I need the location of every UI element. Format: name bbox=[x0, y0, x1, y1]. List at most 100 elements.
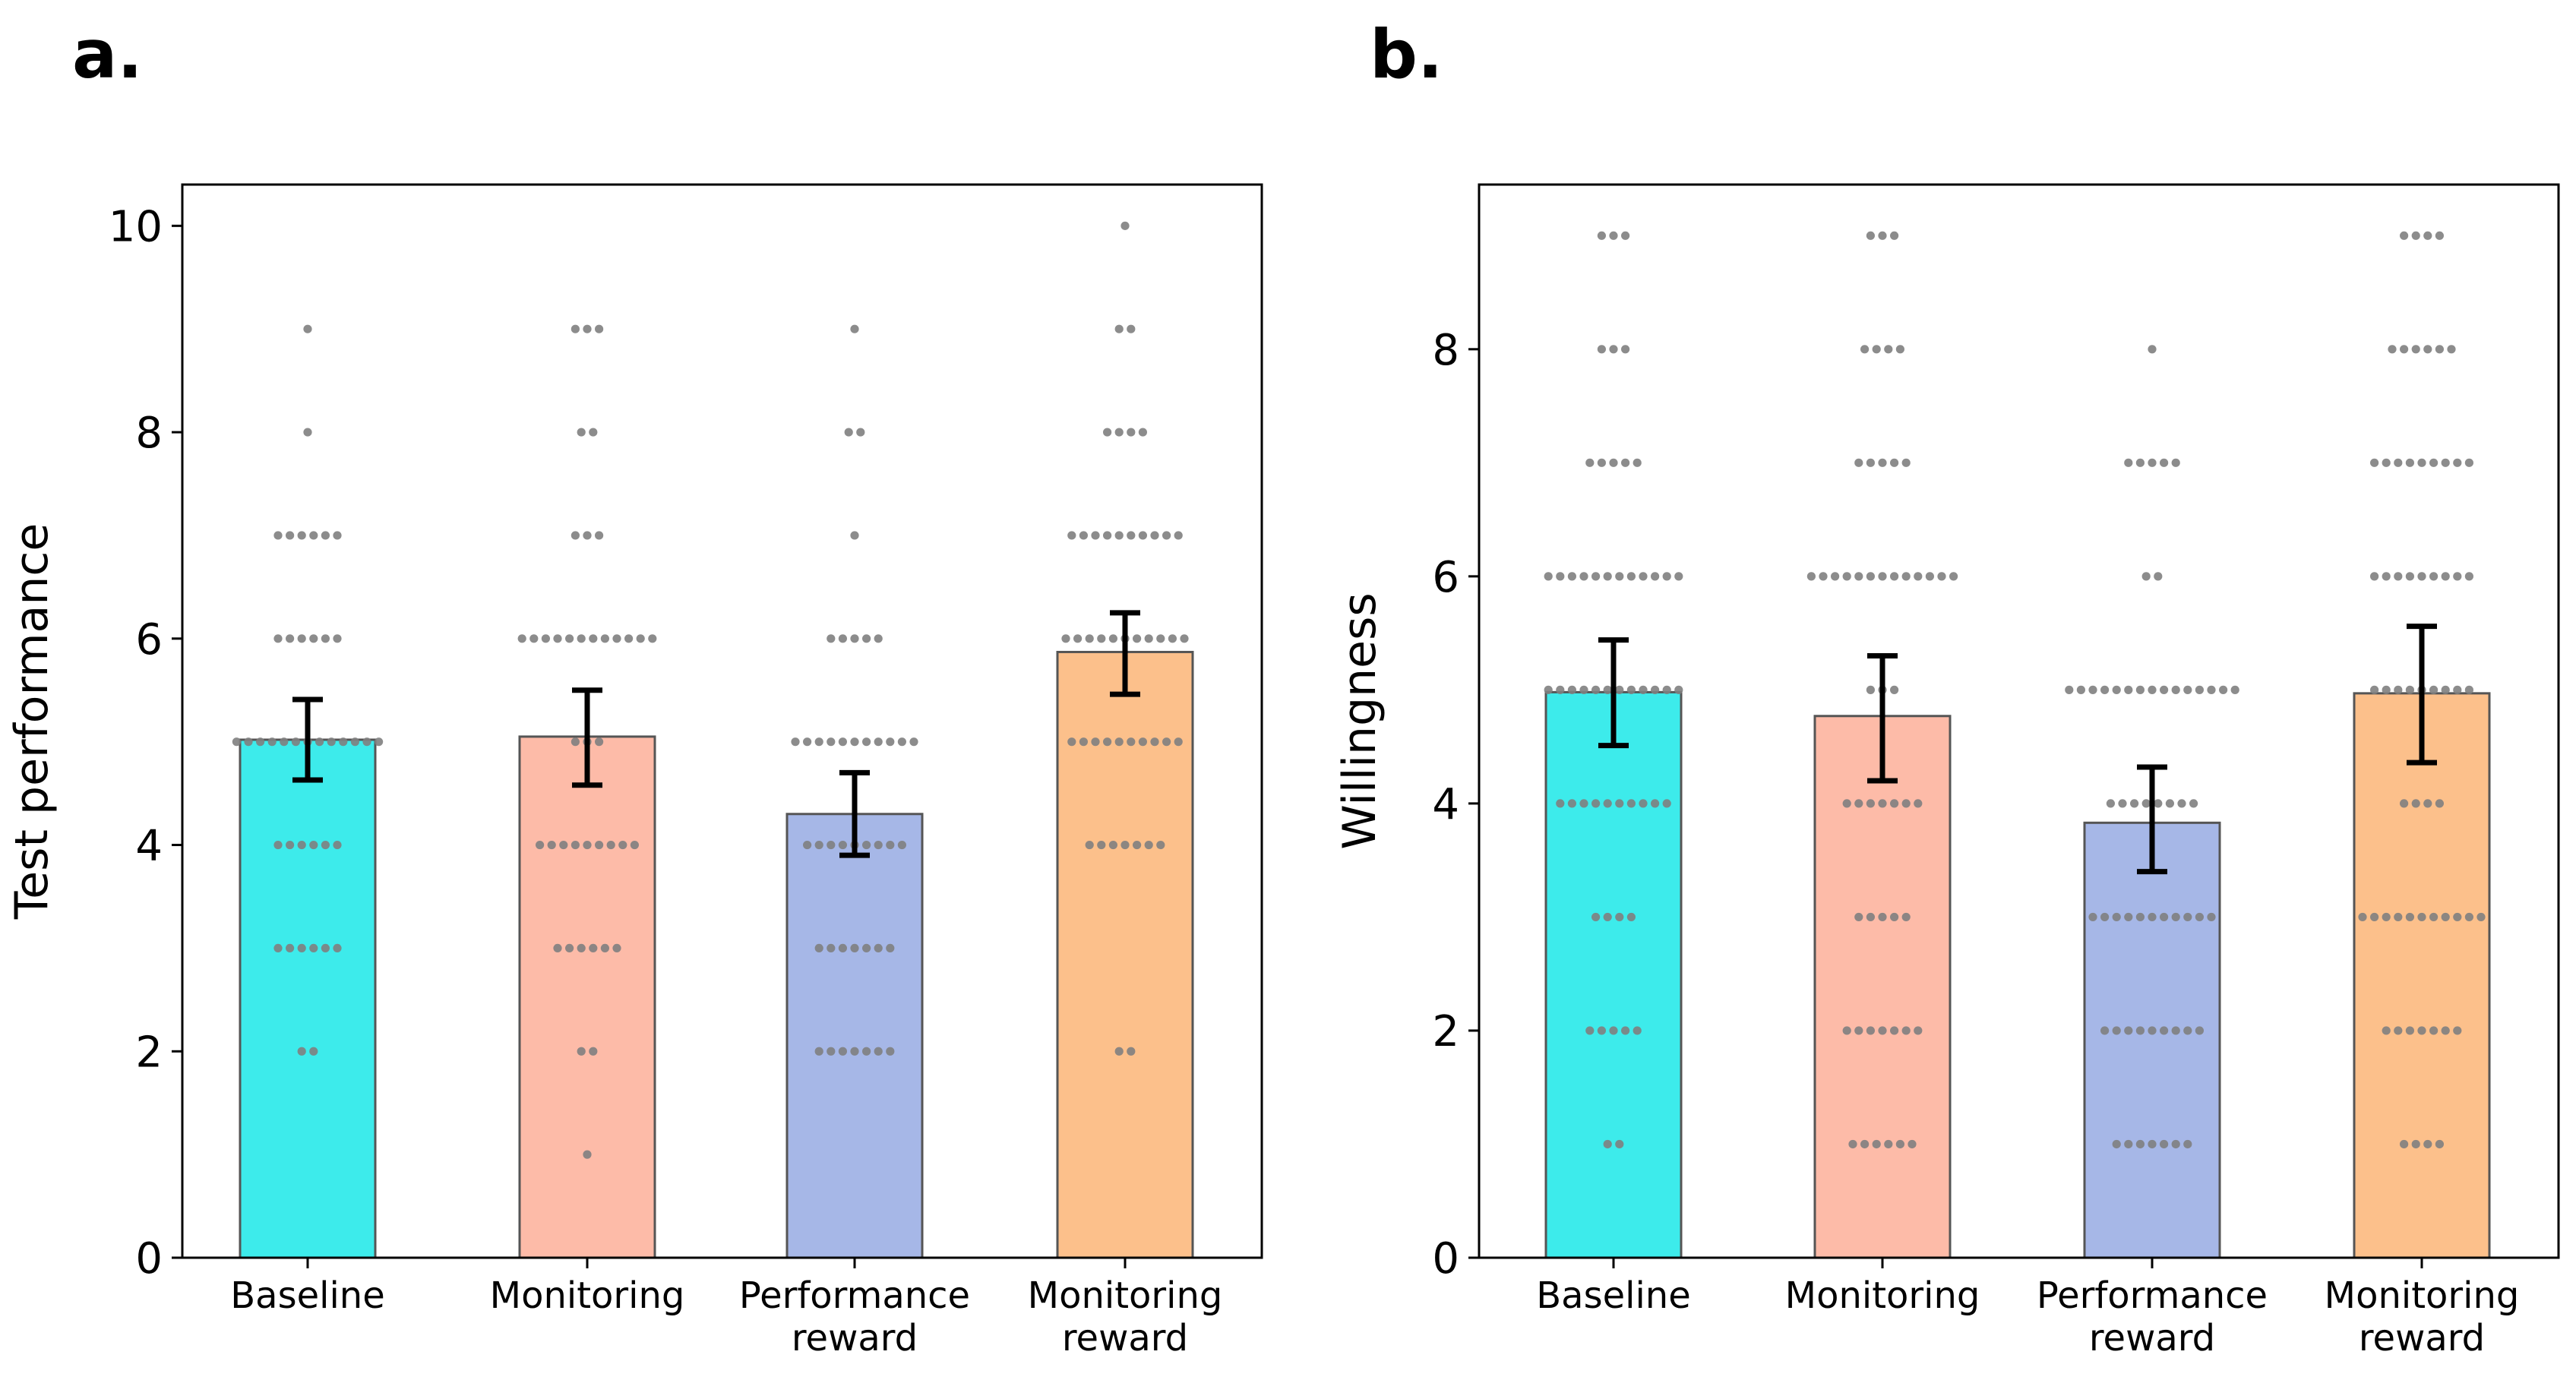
data-point bbox=[2135, 685, 2145, 694]
data-point bbox=[2411, 345, 2420, 354]
data-point bbox=[612, 634, 621, 643]
data-point bbox=[1842, 799, 1851, 808]
data-point bbox=[2429, 912, 2439, 922]
data-point bbox=[529, 634, 539, 643]
data-point bbox=[636, 634, 645, 643]
data-point bbox=[2160, 458, 2169, 467]
data-point bbox=[2195, 685, 2204, 694]
data-point bbox=[862, 1047, 871, 1056]
data-point bbox=[2207, 685, 2216, 694]
data-point bbox=[571, 531, 580, 540]
data-point bbox=[874, 737, 883, 747]
data-point bbox=[2441, 685, 2450, 694]
data-point bbox=[874, 943, 883, 953]
error-bar-0-1 bbox=[572, 687, 602, 788]
x-tick-label: Performance bbox=[739, 1274, 970, 1317]
data-point bbox=[862, 943, 871, 953]
data-point bbox=[2088, 685, 2097, 694]
data-point bbox=[1626, 912, 1636, 922]
data-point bbox=[309, 634, 318, 643]
x-tick-label: reward bbox=[1062, 1317, 1188, 1359]
data-point bbox=[1603, 799, 1612, 808]
data-point bbox=[827, 737, 836, 747]
data-point bbox=[2183, 912, 2192, 922]
data-point bbox=[1895, 345, 1904, 354]
y-tick-label: 6 bbox=[135, 615, 163, 665]
data-point bbox=[2124, 1026, 2133, 1035]
data-point bbox=[2124, 912, 2133, 922]
data-point bbox=[1890, 1026, 1899, 1035]
data-point bbox=[286, 634, 295, 643]
data-point bbox=[2453, 572, 2462, 581]
error-bar-1-0 bbox=[1598, 637, 1629, 749]
data-point bbox=[2112, 912, 2121, 922]
data-point bbox=[2441, 458, 2450, 467]
data-point bbox=[309, 1047, 318, 1056]
data-point bbox=[2382, 685, 2391, 694]
data-point bbox=[1901, 912, 1911, 922]
data-point bbox=[1556, 572, 1565, 581]
data-point bbox=[2135, 1139, 2145, 1149]
data-point bbox=[297, 1047, 306, 1056]
data-point bbox=[630, 840, 640, 850]
data-point bbox=[1842, 572, 1851, 581]
data-point bbox=[1114, 737, 1124, 747]
error-bar-1-1 bbox=[1867, 653, 1898, 784]
data-point bbox=[350, 737, 359, 747]
data-point bbox=[1609, 458, 1618, 467]
data-point bbox=[2382, 458, 2391, 467]
data-point bbox=[606, 840, 615, 850]
data-point bbox=[2400, 1139, 2409, 1149]
data-point bbox=[2112, 1026, 2121, 1035]
error-bar-0-2 bbox=[839, 769, 870, 858]
data-point bbox=[1866, 799, 1875, 808]
data-point bbox=[2382, 572, 2391, 581]
data-point bbox=[2124, 458, 2133, 467]
data-point bbox=[273, 634, 283, 643]
data-point bbox=[1866, 912, 1875, 922]
data-point bbox=[1597, 231, 1606, 240]
data-point bbox=[2453, 685, 2462, 694]
data-point bbox=[1615, 799, 1624, 808]
data-point bbox=[2417, 1026, 2426, 1035]
data-point bbox=[273, 840, 283, 850]
data-point bbox=[375, 737, 384, 747]
data-point bbox=[1585, 458, 1595, 467]
y-tick-label: 0 bbox=[1432, 1234, 1459, 1284]
data-point bbox=[256, 737, 265, 747]
data-point bbox=[1895, 1139, 1904, 1149]
data-point bbox=[2382, 912, 2391, 922]
data-point bbox=[886, 943, 895, 953]
data-point bbox=[1138, 428, 1147, 437]
data-point bbox=[315, 737, 324, 747]
data-point bbox=[1591, 572, 1601, 581]
data-point bbox=[850, 737, 859, 747]
data-point bbox=[1108, 840, 1117, 850]
data-point bbox=[267, 737, 277, 747]
data-point bbox=[2429, 572, 2439, 581]
data-point bbox=[1162, 737, 1171, 747]
data-point bbox=[286, 943, 295, 953]
data-point bbox=[2429, 458, 2439, 467]
data-point bbox=[1884, 345, 1893, 354]
data-point bbox=[1639, 572, 1648, 581]
data-point bbox=[1603, 1139, 1612, 1149]
data-point bbox=[589, 1047, 598, 1056]
data-point bbox=[2370, 912, 2379, 922]
data-point bbox=[2429, 1026, 2439, 1035]
data-point bbox=[541, 634, 551, 643]
data-point bbox=[2394, 685, 2403, 694]
data-point bbox=[1621, 345, 1630, 354]
data-point bbox=[1544, 572, 1553, 581]
data-point bbox=[2183, 1026, 2192, 1035]
data-point bbox=[2423, 1139, 2432, 1149]
data-point bbox=[624, 634, 634, 643]
data-point bbox=[1579, 799, 1588, 808]
data-point bbox=[2135, 458, 2145, 467]
data-point bbox=[2370, 685, 2379, 694]
data-point bbox=[577, 1047, 586, 1056]
data-point bbox=[2195, 912, 2204, 922]
data-point bbox=[1073, 634, 1083, 643]
data-point bbox=[2423, 231, 2432, 240]
